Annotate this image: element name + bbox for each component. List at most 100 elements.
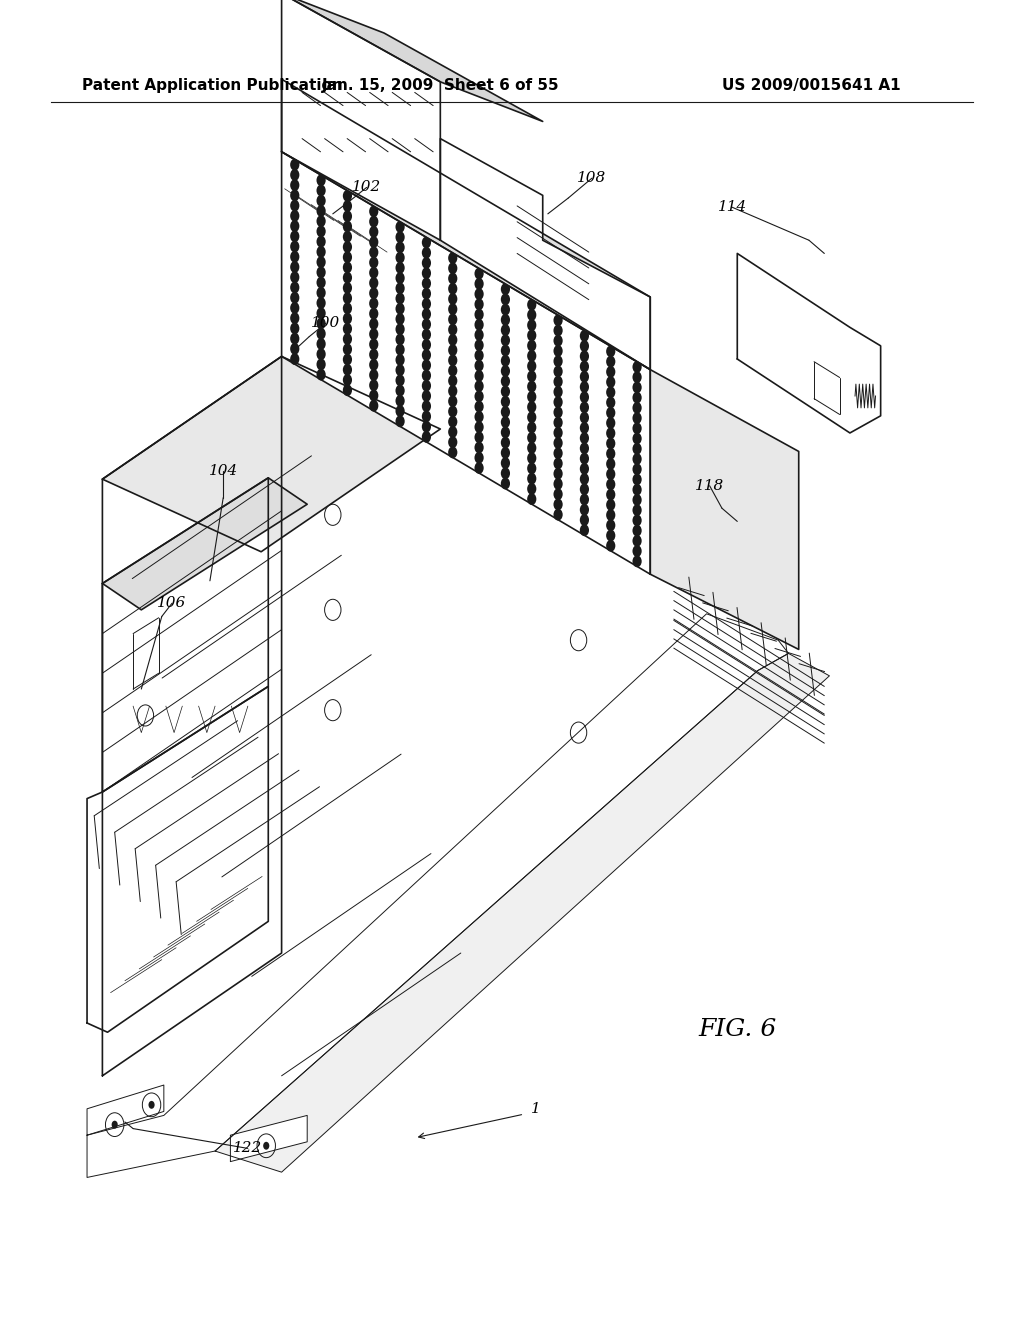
Circle shape [501, 375, 510, 387]
Circle shape [316, 195, 326, 207]
Circle shape [501, 407, 510, 418]
Circle shape [449, 313, 458, 325]
Circle shape [290, 240, 299, 252]
Circle shape [395, 231, 404, 243]
Circle shape [395, 384, 404, 396]
Circle shape [316, 205, 326, 216]
Circle shape [316, 277, 326, 289]
Circle shape [290, 272, 299, 284]
Circle shape [580, 494, 589, 506]
Polygon shape [215, 653, 829, 1172]
Circle shape [580, 391, 589, 403]
Circle shape [316, 215, 326, 227]
Circle shape [422, 421, 431, 433]
Circle shape [343, 242, 352, 253]
Circle shape [290, 199, 299, 211]
Text: US 2009/0015641 A1: US 2009/0015641 A1 [723, 78, 901, 94]
Text: 104: 104 [209, 465, 238, 478]
Circle shape [395, 375, 404, 387]
Circle shape [395, 302, 404, 314]
Circle shape [148, 1101, 155, 1109]
Circle shape [422, 257, 431, 269]
Circle shape [580, 341, 589, 352]
Circle shape [554, 366, 563, 378]
Circle shape [449, 436, 458, 447]
Circle shape [606, 488, 615, 500]
Circle shape [263, 1142, 269, 1150]
Circle shape [580, 422, 589, 434]
Circle shape [316, 256, 326, 268]
Circle shape [449, 252, 458, 264]
Circle shape [395, 323, 404, 335]
Circle shape [474, 380, 483, 392]
Circle shape [580, 453, 589, 465]
Circle shape [501, 325, 510, 337]
Circle shape [606, 540, 615, 552]
Circle shape [316, 246, 326, 257]
Circle shape [633, 474, 642, 486]
Circle shape [554, 417, 563, 429]
Circle shape [449, 405, 458, 417]
Circle shape [527, 483, 537, 495]
Circle shape [580, 381, 589, 393]
Circle shape [343, 231, 352, 243]
Circle shape [422, 359, 431, 371]
Circle shape [527, 412, 537, 424]
Circle shape [501, 355, 510, 367]
Circle shape [527, 319, 537, 331]
Circle shape [554, 467, 563, 479]
Circle shape [554, 345, 563, 356]
Circle shape [580, 524, 589, 536]
Circle shape [606, 529, 615, 541]
Circle shape [501, 284, 510, 296]
Circle shape [606, 417, 615, 429]
Circle shape [316, 267, 326, 279]
Circle shape [449, 364, 458, 376]
Circle shape [527, 421, 537, 433]
Circle shape [395, 242, 404, 253]
Circle shape [501, 478, 510, 490]
Circle shape [580, 360, 589, 372]
Circle shape [395, 343, 404, 355]
Polygon shape [102, 356, 282, 1076]
Circle shape [422, 298, 431, 310]
Circle shape [633, 401, 642, 413]
Circle shape [395, 293, 404, 305]
Circle shape [343, 292, 352, 304]
Circle shape [501, 457, 510, 469]
Circle shape [580, 473, 589, 484]
Circle shape [606, 346, 615, 358]
Circle shape [343, 210, 352, 222]
Circle shape [527, 453, 537, 465]
Circle shape [580, 412, 589, 424]
Circle shape [527, 391, 537, 403]
Text: 102: 102 [352, 181, 381, 194]
Circle shape [501, 437, 510, 449]
Polygon shape [650, 370, 799, 649]
Circle shape [290, 210, 299, 222]
Circle shape [422, 308, 431, 319]
Circle shape [527, 350, 537, 362]
Circle shape [474, 298, 483, 310]
Circle shape [606, 469, 615, 480]
Circle shape [449, 354, 458, 366]
Circle shape [316, 338, 326, 350]
Circle shape [343, 333, 352, 345]
Polygon shape [282, 152, 650, 574]
Circle shape [422, 277, 431, 289]
Circle shape [422, 288, 431, 300]
Circle shape [369, 247, 379, 259]
Circle shape [395, 395, 404, 407]
Circle shape [554, 335, 563, 347]
Circle shape [633, 504, 642, 516]
Circle shape [580, 513, 589, 525]
Circle shape [422, 380, 431, 392]
Circle shape [343, 261, 352, 273]
Text: 100: 100 [311, 317, 340, 330]
Circle shape [290, 292, 299, 304]
Circle shape [633, 371, 642, 383]
Circle shape [580, 330, 589, 342]
Circle shape [527, 442, 537, 454]
Circle shape [527, 330, 537, 342]
Circle shape [422, 389, 431, 401]
